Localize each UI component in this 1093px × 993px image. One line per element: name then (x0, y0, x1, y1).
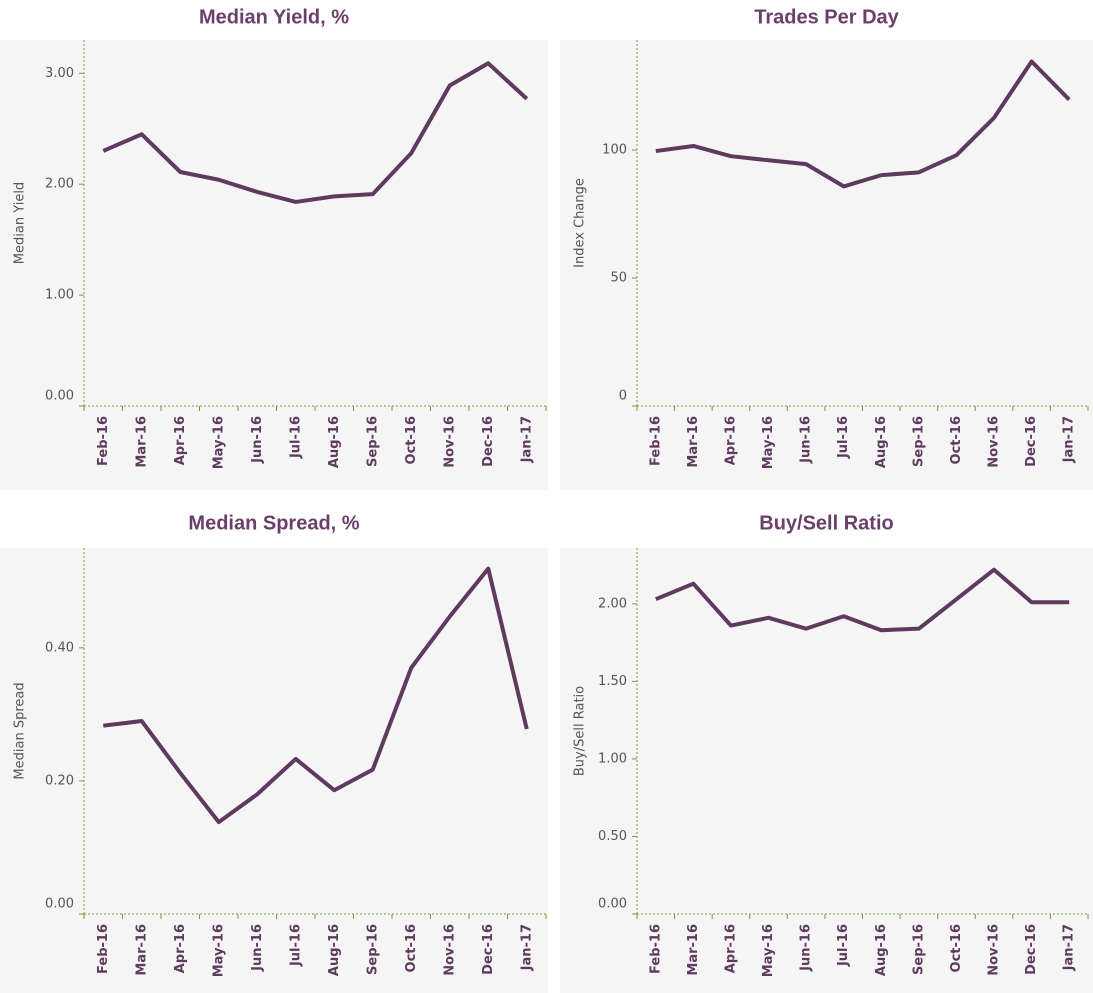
x-tick-label: Aug-16 (874, 924, 889, 976)
x-tick-label: Jun-16 (250, 924, 265, 972)
panel-background (0, 548, 548, 993)
y-tick-label: 2.00 (45, 177, 74, 192)
x-tick-label: Mar-16 (134, 924, 149, 976)
y-axis-title: Buy/Sell Ratio (573, 686, 588, 776)
data-line (655, 567, 1070, 633)
panel-background (560, 40, 1093, 490)
x-tick-label: Jun-16 (250, 416, 265, 464)
y-tick-label: 0.00 (45, 897, 74, 912)
x-tick-label: Dec-16 (1024, 924, 1039, 975)
x-tick-label: Dec-16 (481, 416, 496, 467)
x-tick-label: Jul-16 (288, 416, 303, 459)
y-axis-title: Median Spread (13, 682, 28, 779)
x-tick-label: Feb-16 (96, 416, 111, 466)
x-tick-label: Aug-16 (874, 416, 889, 468)
x-tick-label: Jan-17 (1062, 416, 1077, 463)
chart-title: Trades Per Day (754, 6, 899, 28)
y-tick-label: 0.40 (45, 640, 74, 655)
x-tick-label: Apr-16 (723, 924, 738, 973)
x-tick-label: Nov-16 (987, 924, 1002, 976)
y-tick-label: 0.00 (45, 389, 74, 404)
x-tick-label: Sep-16 (911, 416, 926, 467)
x-tick-label: Feb-16 (648, 416, 663, 466)
x-tick-label: Sep-16 (365, 416, 380, 467)
x-tick-label: Jul-16 (836, 924, 851, 967)
x-tick-label: Sep-16 (911, 924, 926, 975)
x-tick-label: Oct-16 (949, 924, 964, 972)
x-tick-label: Mar-16 (134, 416, 149, 468)
x-tick-label: May-16 (761, 924, 776, 977)
x-tick-label: Feb-16 (648, 924, 663, 974)
x-tick-label: Jun-16 (799, 416, 814, 464)
x-tick-label: Sep-16 (365, 924, 380, 975)
y-tick-label: 0.00 (598, 897, 627, 912)
y-axis-title: Index Change (573, 178, 588, 268)
y-tick-label: 0 (619, 389, 627, 404)
x-tick-label: May-16 (761, 416, 776, 469)
chart-title: Median Yield, % (199, 6, 349, 28)
y-tick-label: 1.00 (45, 288, 74, 303)
chart-title: Buy/Sell Ratio (759, 512, 893, 534)
y-tick-label: 50 (610, 271, 627, 286)
x-tick-label: Mar-16 (686, 416, 701, 468)
x-tick-label: Jan-17 (1062, 924, 1077, 971)
panel-background (0, 40, 548, 490)
x-tick-label: Nov-16 (442, 416, 457, 468)
y-axis-title: Median Yield (13, 182, 28, 264)
x-tick-label: Oct-16 (404, 924, 419, 972)
x-tick-label: Jul-16 (836, 416, 851, 459)
x-tick-label: May-16 (211, 416, 226, 469)
x-tick-label: Oct-16 (404, 416, 419, 464)
data-line (102, 61, 529, 204)
y-tick-label: 3.00 (45, 66, 74, 81)
x-tick-label: Apr-16 (173, 416, 188, 465)
chart-title: Median Spread, % (188, 512, 359, 534)
data-line (103, 566, 529, 825)
y-tick-label: 0.20 (45, 773, 74, 788)
y-tick-label: 100 (602, 143, 627, 158)
x-tick-label: Apr-16 (723, 416, 738, 465)
data-line (655, 59, 1071, 189)
x-tick-label: Feb-16 (96, 924, 111, 974)
x-tick-label: Dec-16 (1024, 416, 1039, 467)
y-tick-label: 1.00 (598, 751, 627, 766)
x-tick-label: Nov-16 (442, 924, 457, 976)
x-tick-label: Jan-17 (519, 924, 534, 971)
x-tick-label: Mar-16 (686, 924, 701, 976)
x-tick-label: Jul-16 (288, 924, 303, 967)
x-tick-label: May-16 (211, 924, 226, 977)
x-tick-label: Apr-16 (173, 924, 188, 973)
x-tick-label: Jun-16 (799, 924, 814, 972)
x-tick-label: Jan-17 (519, 416, 534, 463)
panel-background (560, 548, 1093, 993)
y-tick-label: 0.50 (598, 829, 627, 844)
x-tick-label: Aug-16 (327, 924, 342, 976)
y-tick-label: 1.50 (598, 674, 627, 689)
y-tick-label: 2.00 (598, 596, 627, 611)
x-tick-label: Nov-16 (987, 416, 1002, 468)
x-tick-label: Dec-16 (481, 924, 496, 975)
x-tick-label: Aug-16 (327, 416, 342, 468)
x-tick-label: Oct-16 (949, 416, 964, 464)
